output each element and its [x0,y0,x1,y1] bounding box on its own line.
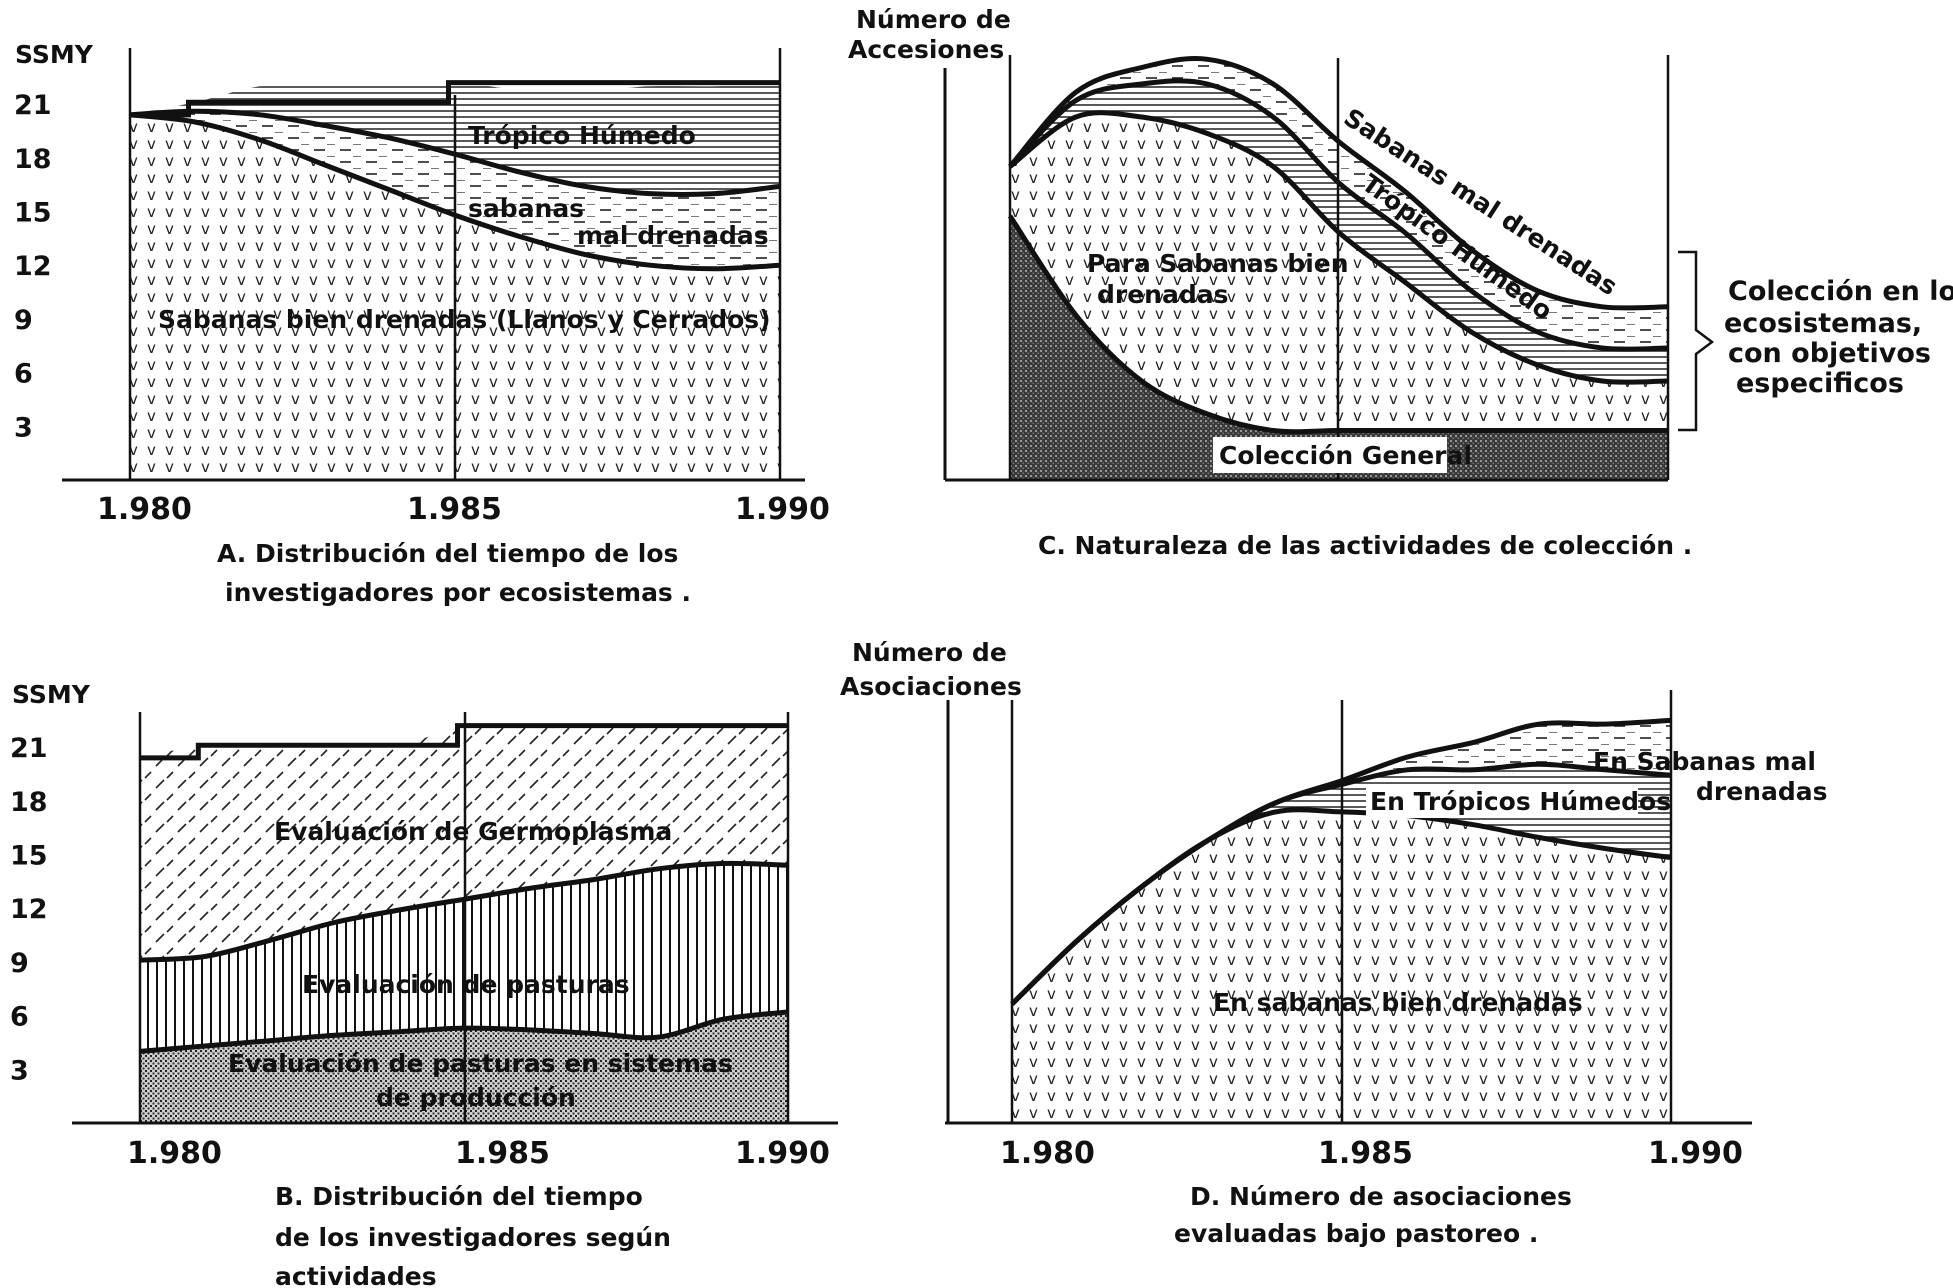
panel-c-label-coleccion-general: Colección General [1219,441,1472,470]
panel-d-axes: 1.980 1.985 1.990 [945,690,1752,1171]
panel-b-label-sistemas: Evaluación de pasturas en sistemas [228,1049,733,1078]
x-tick-label-1.985: 1.985 [455,1136,550,1171]
panel-d-caption-line-2: evaluadas bajo pastoreo . [1174,1219,1538,1248]
x-tick-label-1.985: 1.985 [407,492,502,527]
y-tick-label-21: 21 [10,733,48,764]
y-tick-label-15: 15 [14,198,52,229]
panel-c-label-drenadas: drenadas [1097,280,1229,309]
panel-d-label-background [1366,786,1638,818]
y-tick-label-9: 9 [10,948,29,979]
panel-b-label-pasturas: Evaluación de pasturas [302,970,630,999]
y-tick-label-12: 12 [10,894,48,925]
panel-c-y-axis-label-line-1: Número de [856,5,1011,34]
panel-a-y-axis-label: SSMY [15,40,94,69]
panel-b-axes: 21 18 15 12 9 6 3 1.980 1.985 1.990 [10,712,838,1171]
x-tick-label-1.990: 1.990 [735,1136,830,1171]
total-line [130,80,780,118]
panel-b-label-germoplasma: Evaluación de Germoplasma [274,817,672,846]
x-tick-label-1.990: 1.990 [735,492,830,527]
panel-b-y-axis-label: SSMY [12,680,91,709]
panel-b-caption-line-2: de los investigadores según [275,1223,671,1252]
panel-c-caption: C. Naturaleza de las actividades de cole… [1038,531,1692,560]
series-area-colecci-n-general [1010,216,1668,480]
y-tick-label-21: 21 [14,90,52,121]
panel-c: Número de Accesiones Para Sabanas bien d… [848,5,1953,560]
panel-a-axes: 21 18 15 12 9 6 3 1.980 1.985 1.990 [14,48,830,527]
y-tick-label-18: 18 [14,144,52,175]
panel-c-annotation-line-2: ecosistemas, [1724,308,1922,339]
panel-d-label-sabanas-mal: En Sabanas mal [1593,747,1816,776]
y-tick-label-3: 3 [10,1055,29,1086]
panel-a-label-sabanas-bien-drenadas: Sabanas bien drenadas (Llanos y Cerrados… [158,305,771,334]
y-tick-label-12: 12 [14,251,52,282]
y-tick-label-18: 18 [10,787,48,818]
panel-a: 21 18 15 12 9 6 3 1.980 1.985 1.990 SSMY Trópico … [14,40,830,607]
panel-c-brace-icon [1678,250,1715,432]
panel-a-caption-line-2: investigadores por ecosistemas . [225,578,691,607]
panel-d: 1.980 1.985 1.990 Número de Asociaciones E… [840,638,1828,1248]
panel-d-label-tropicos-humedos: En Trópicos Húmedos [1370,787,1671,816]
panel-d-caption-line-1: D. Número de asociaciones [1190,1182,1572,1211]
panel-a-label-mal-drenadas: mal drenadas [577,221,769,250]
panel-c-annotation-line-3: con objetivos [1728,338,1931,369]
y-tick-label-6: 6 [14,359,33,390]
panel-c-axes [943,55,1670,482]
panel-a-label-tropico-humedo: Trópico Húmedo [468,121,696,150]
x-tick-label-1.980: 1.980 [1000,1136,1095,1171]
panel-d-y-axis-label-line-2: Asociaciones [840,672,1022,701]
panel-c-annotation-line-4: especificos [1736,368,1904,399]
panel-a-label-sabanas: sabanas [468,194,584,223]
panel-c-label-para-sabanas: Para Sabanas bien [1087,249,1349,278]
y-tick-label-9: 9 [14,305,33,336]
series-area-en-sabanas-mal-drenadas [1012,720,1671,1004]
y-tick-label-15: 15 [10,841,48,872]
series-boundary-colecci-n-general [1007,214,1668,435]
series-area-sabanas-mal-drenadas [1010,58,1668,350]
x-tick-label-1.990: 1.990 [1648,1136,1743,1171]
panel-d-y-axis-label-line-1: Número de [852,638,1007,667]
panel-b: 21 18 15 12 9 6 3 1.980 1.985 1.990 SSMY Evaluaci… [10,680,838,1288]
panel-d-label-drenadas: drenadas [1696,777,1828,806]
y-tick-label-3: 3 [14,412,33,443]
panel-b-caption-line-1: B. Distribución del tiempo [275,1182,643,1211]
x-tick-label-1.985: 1.985 [1318,1136,1413,1171]
panel-b-label-produccion: de producción [376,1083,576,1112]
x-tick-label-1.980: 1.980 [97,492,192,527]
x-tick-label-1.980: 1.980 [127,1136,222,1171]
panel-a-caption-line-1: A. Distribución del tiempo de los [217,539,678,568]
panel-c-y-axis-label-line-2: Accesiones [848,35,1004,64]
panel-c-label-background [1213,437,1447,473]
panel-b-caption-line-3: actividades [275,1262,437,1288]
y-tick-label-6: 6 [10,1002,29,1033]
total-line [140,723,788,761]
panel-c-annotation-line-1: Colección en los [1728,276,1953,307]
series-area-en-tr-picos-h-medos [1012,764,1671,1004]
panel-d-label-sabanas-bien-drenadas: En sabanas bien drenadas [1213,988,1583,1017]
